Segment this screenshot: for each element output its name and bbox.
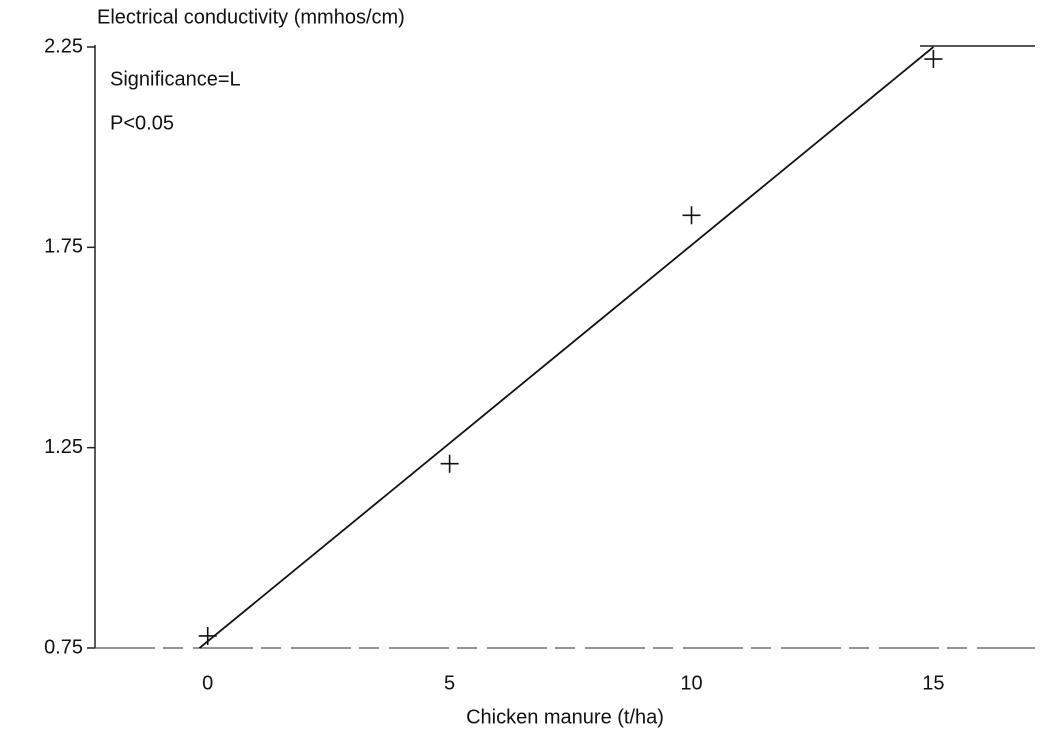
- y-tick-label: 1.75: [44, 236, 83, 258]
- x-axis-label: Chicken manure (t/ha): [466, 706, 664, 728]
- x-tick-label: 10: [680, 672, 702, 694]
- y-tick-label: 1.25: [44, 436, 83, 458]
- y-tick-label: 2.25: [44, 35, 83, 57]
- annotation: Significance=L: [110, 68, 241, 90]
- point: [440, 454, 459, 473]
- y-tick-label: 0.75: [44, 636, 83, 658]
- x-tick-label: 5: [444, 672, 455, 694]
- fit-line: [198, 46, 934, 649]
- chart-title: Electrical conductivity (mmhos/cm): [97, 6, 405, 28]
- annotation: P<0.05: [110, 112, 174, 134]
- point: [924, 50, 943, 69]
- x-tick-label: 0: [202, 672, 213, 694]
- point: [682, 206, 701, 225]
- x-tick-label: 15: [922, 672, 944, 694]
- point: [198, 626, 217, 645]
